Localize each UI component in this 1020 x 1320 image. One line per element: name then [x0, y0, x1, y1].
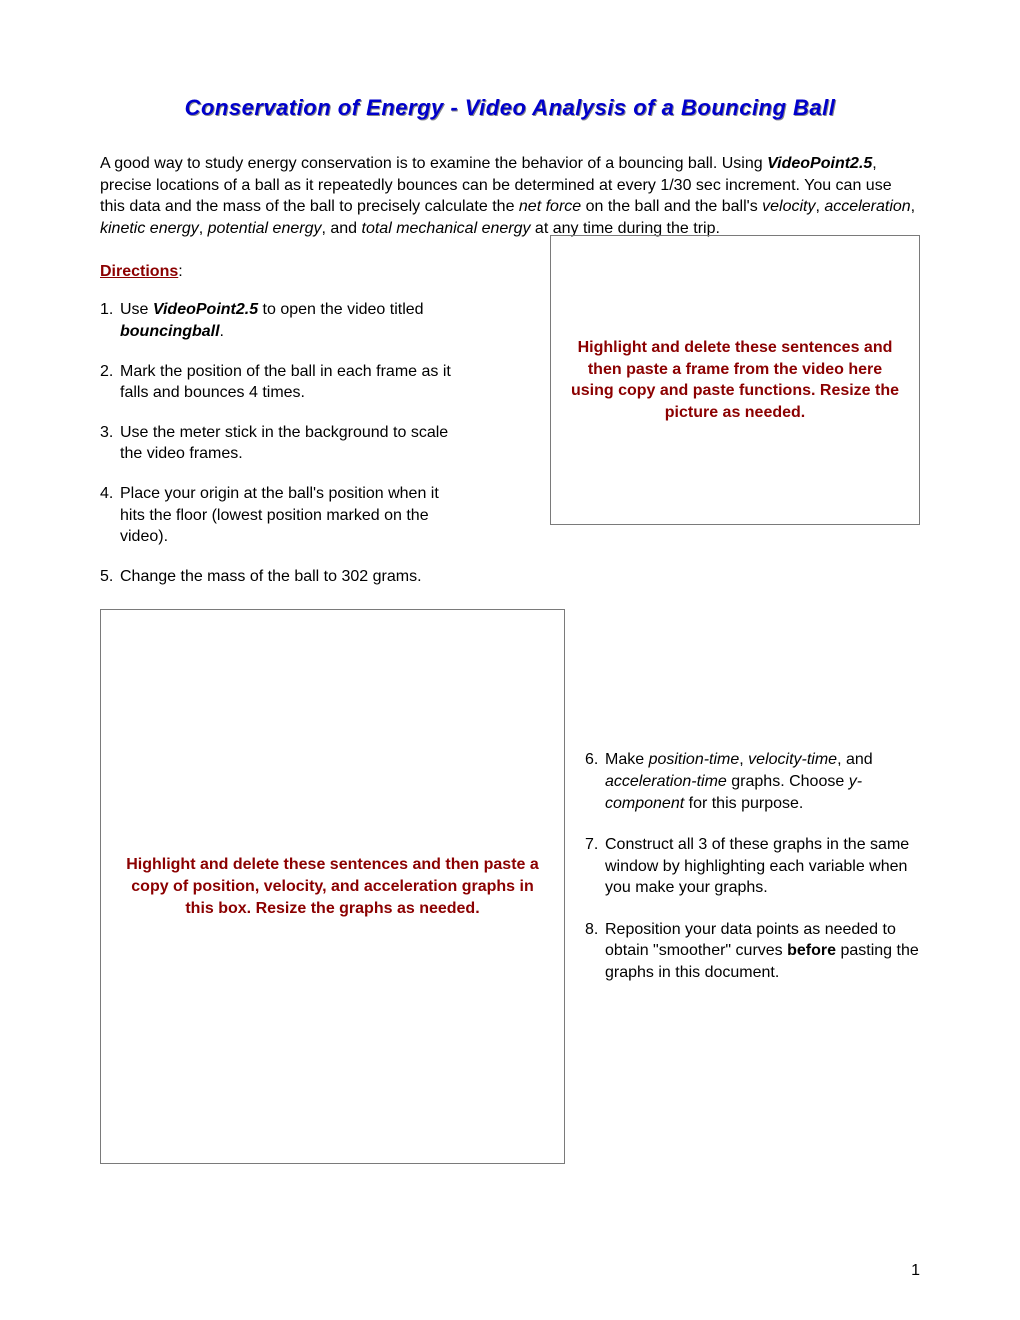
term-net-force: net force	[519, 198, 581, 215]
step-number: 6.	[585, 749, 605, 814]
step-text: Make position-time, velocity-time, and a…	[605, 749, 920, 814]
video-frame-placeholder-box: Highlight and delete these sentences and…	[550, 235, 920, 525]
step-text-part: for this purpose.	[684, 795, 803, 812]
step-number: 8.	[585, 919, 605, 984]
step-2: 2. Mark the position of the ball in each…	[100, 361, 455, 404]
step-text-part: , and	[837, 751, 873, 768]
col-steps-right: 6. Make position-time, velocity-time, an…	[585, 609, 920, 1003]
step-text-part: to open the video titled	[258, 301, 423, 318]
term-acceleration-time: acceleration-time	[605, 773, 727, 790]
term-position-time: position-time	[649, 751, 740, 768]
steps-list: 1. Use VideoPoint2.5 to open the video t…	[100, 299, 455, 547]
step-number: 5.	[100, 566, 120, 588]
col-directions: Directions: 1. Use VideoPoint2.5 to open…	[100, 263, 455, 565]
filename: bouncingball	[120, 323, 220, 340]
intro-text: on the ball and the ball's	[581, 198, 762, 215]
graphs-placeholder-box: Highlight and delete these sentences and…	[100, 609, 565, 1164]
step-text-part: Use	[120, 301, 153, 318]
step-number: 1.	[100, 299, 120, 342]
page-title: Conservation of Energy - Video Analysis …	[100, 95, 920, 121]
videopoint-name: VideoPoint2.5	[767, 155, 872, 172]
step-1: 1. Use VideoPoint2.5 to open the video t…	[100, 299, 455, 342]
step-text: Use the meter stick in the background to…	[120, 422, 455, 465]
term-acceleration: acceleration	[824, 198, 910, 215]
intro-paragraph: A good way to study energy conservation …	[100, 153, 920, 239]
term-before: before	[787, 942, 836, 959]
videopoint-name: VideoPoint2.5	[153, 301, 258, 318]
term-velocity: velocity	[762, 198, 815, 215]
steps-list-2: 6. Make position-time, velocity-time, an…	[585, 749, 920, 983]
step-text: Mark the position of the ball in each fr…	[120, 361, 455, 404]
step-7: 7. Construct all 3 of these graphs in th…	[585, 834, 920, 899]
step-4: 4. Place your origin at the ball's posit…	[100, 483, 455, 548]
step-8: 8. Reposition your data points as needed…	[585, 919, 920, 984]
page: Conservation of Energy - Video Analysis …	[0, 0, 1020, 1320]
step-text-part: Make	[605, 751, 649, 768]
step-text: Use VideoPoint2.5 to open the video titl…	[120, 299, 455, 342]
intro-text: ,	[911, 198, 915, 215]
intro-text: , and	[321, 220, 361, 237]
step-number: 4.	[100, 483, 120, 548]
step-number: 2.	[100, 361, 120, 404]
intro-text: ,	[199, 220, 208, 237]
row-graphs: Highlight and delete these sentences and…	[100, 609, 920, 1164]
step-text: Place your origin at the ball's position…	[120, 483, 455, 548]
graphs-placeholder-text: Highlight and delete these sentences and…	[121, 854, 544, 919]
step-text-part: ,	[739, 751, 748, 768]
step-5: 5. Change the mass of the ball to 302 gr…	[100, 566, 920, 588]
step-number: 3.	[100, 422, 120, 465]
step-6: 6. Make position-time, velocity-time, an…	[585, 749, 920, 814]
intro-text: A good way to study energy conservation …	[100, 155, 767, 172]
step-text-part: .	[220, 323, 224, 340]
term-velocity-time: velocity-time	[748, 751, 837, 768]
row-directions: Directions: 1. Use VideoPoint2.5 to open…	[100, 263, 920, 565]
step-3: 3. Use the meter stick in the background…	[100, 422, 455, 465]
directions-heading: Directions	[100, 263, 178, 280]
term-kinetic-energy: kinetic energy	[100, 220, 199, 237]
step-number: 7.	[585, 834, 605, 899]
step-text: Reposition your data points as needed to…	[605, 919, 920, 984]
video-placeholder-text: Highlight and delete these sentences and…	[569, 337, 901, 423]
step-text-part: graphs. Choose	[727, 773, 849, 790]
directions-colon: :	[178, 263, 182, 280]
term-total-mechanical-energy: total mechanical energy	[362, 220, 531, 237]
page-number: 1	[911, 1262, 920, 1280]
step-text: Construct all 3 of these graphs in the s…	[605, 834, 920, 899]
intro-text: at any time during the trip.	[530, 220, 719, 237]
term-potential-energy: potential energy	[208, 220, 322, 237]
step-text: Change the mass of the ball to 302 grams…	[120, 566, 422, 588]
